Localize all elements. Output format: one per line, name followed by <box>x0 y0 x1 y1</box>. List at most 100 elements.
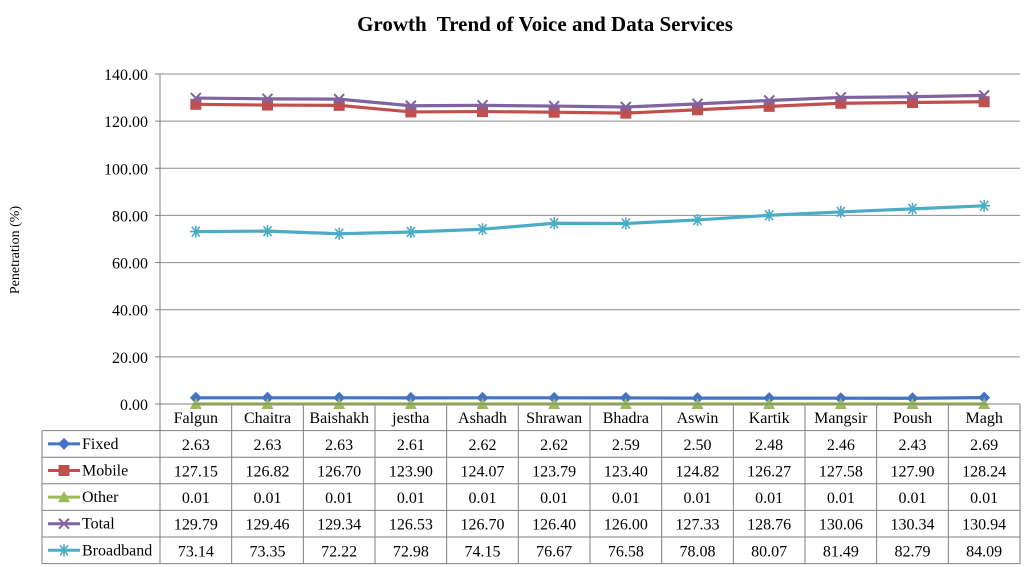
data-label-fixed: 2.63 <box>182 437 210 454</box>
data-point-mobile <box>405 106 417 118</box>
data-point-total <box>978 89 990 102</box>
legend-label-total: Total <box>82 516 115 533</box>
data-label-fixed: 2.50 <box>684 437 712 454</box>
legend-key-marker-mobile <box>58 465 70 476</box>
data-point-total <box>906 91 919 103</box>
data-point-total <box>620 101 632 113</box>
data-label-broadband: 76.67 <box>536 543 572 560</box>
data-point-broadband <box>906 202 919 215</box>
data-point-broadband <box>834 205 847 218</box>
series-line-mobile <box>195 100 985 115</box>
legend-label-broadband: Broadband <box>82 542 152 559</box>
data-point-total <box>763 94 775 107</box>
data-point-mobile <box>763 100 775 112</box>
data-point-other <box>404 397 417 409</box>
data-label-broadband: 72.22 <box>321 543 357 560</box>
data-label-fixed: 2.61 <box>397 437 425 454</box>
data-label-fixed: 2.62 <box>469 437 497 454</box>
x-tick-label: Falgun <box>174 410 218 427</box>
data-label-broadband: 74.15 <box>465 543 501 560</box>
data-point-other <box>476 397 489 409</box>
data-label-fixed: 2.59 <box>612 437 640 454</box>
data-label-other: 0.01 <box>899 490 927 507</box>
data-point-broadband <box>333 227 346 240</box>
data-label-mobile: 127.58 <box>819 464 863 481</box>
data-point-mobile <box>978 96 990 108</box>
data-point-broadband <box>691 213 704 226</box>
data-point-mobile <box>692 104 703 116</box>
data-label-broadband: 84.09 <box>966 543 1002 560</box>
data-point-mobile <box>835 97 847 109</box>
data-label-mobile: 123.40 <box>604 464 648 481</box>
data-point-other <box>691 397 704 409</box>
data-label-fixed: 2.46 <box>827 437 855 454</box>
data-point-fixed <box>261 391 274 404</box>
data-label-mobile: 126.82 <box>246 464 290 481</box>
y-tick-label: 100.00 <box>104 161 148 178</box>
y-tick-label: 40.00 <box>112 303 148 320</box>
data-label-other: 0.01 <box>254 490 282 507</box>
data-point-fixed <box>476 391 489 404</box>
data-point-other <box>834 397 847 409</box>
data-point-total <box>261 93 274 105</box>
x-tick-label: Baishakh <box>309 410 369 427</box>
x-tick-label: jestha <box>391 410 429 427</box>
y-tick-label: 80.00 <box>112 208 148 225</box>
series-line-broadband <box>195 204 985 236</box>
series-line-total <box>195 93 985 109</box>
data-label-fixed: 2.63 <box>325 437 353 454</box>
data-point-mobile <box>477 106 488 118</box>
data-point-mobile <box>620 107 632 119</box>
series-line-fixed <box>195 396 985 400</box>
data-label-fixed: 2.48 <box>755 437 783 454</box>
data-label-other: 0.01 <box>755 490 783 507</box>
data-label-other: 0.01 <box>182 490 210 507</box>
data-point-fixed <box>189 391 202 404</box>
data-point-broadband <box>619 217 632 230</box>
chart-title: Growth Trend of Voice and Data Services <box>357 12 733 36</box>
legend-label-fixed: Fixed <box>82 436 118 453</box>
y-tick-label: 0.00 <box>120 397 148 414</box>
legend-label-mobile: Mobile <box>82 463 128 480</box>
data-label-mobile: 127.90 <box>891 464 935 481</box>
data-label-broadband: 73.35 <box>250 543 286 560</box>
data-point-other <box>333 397 346 409</box>
data-point-broadband <box>189 225 202 238</box>
data-point-other <box>261 397 274 409</box>
data-label-total: 129.46 <box>246 517 290 534</box>
data-label-broadband: 72.98 <box>393 543 429 560</box>
data-label-other: 0.01 <box>469 490 497 507</box>
data-label-mobile: 123.79 <box>532 464 576 481</box>
legend-key-marker-fixed <box>58 437 70 450</box>
x-tick-label: Bhadra <box>603 410 649 427</box>
data-point-other <box>978 397 991 409</box>
x-tick-label: Kartik <box>749 410 790 427</box>
legend-key-marker-broadband <box>58 544 70 557</box>
data-point-total <box>548 100 560 112</box>
x-tick-label: Chaitra <box>244 410 291 427</box>
data-label-mobile: 128.24 <box>962 464 1006 481</box>
data-label-total: 126.70 <box>461 517 505 534</box>
data-label-total: 126.40 <box>532 517 576 534</box>
data-label-broadband: 80.07 <box>751 543 787 560</box>
data-label-other: 0.01 <box>684 490 712 507</box>
data-label-broadband: 81.49 <box>823 543 859 560</box>
data-label-other: 0.01 <box>970 490 998 507</box>
data-point-fixed <box>333 391 346 404</box>
data-point-fixed <box>978 391 991 404</box>
data-label-mobile: 126.70 <box>317 464 361 481</box>
data-label-mobile: 126.27 <box>747 464 791 481</box>
data-point-other <box>619 397 632 409</box>
data-point-total <box>691 98 704 110</box>
data-point-total <box>190 92 202 104</box>
data-label-other: 0.01 <box>540 490 568 507</box>
data-label-fixed: 2.69 <box>970 437 998 454</box>
data-point-other <box>763 397 776 409</box>
data-point-other <box>548 397 561 409</box>
data-label-total: 126.00 <box>604 517 648 534</box>
data-label-total: 129.79 <box>174 517 218 534</box>
x-tick-label: Ashadh <box>458 410 507 427</box>
data-label-broadband: 82.79 <box>895 543 931 560</box>
data-label-total: 130.06 <box>819 517 863 534</box>
